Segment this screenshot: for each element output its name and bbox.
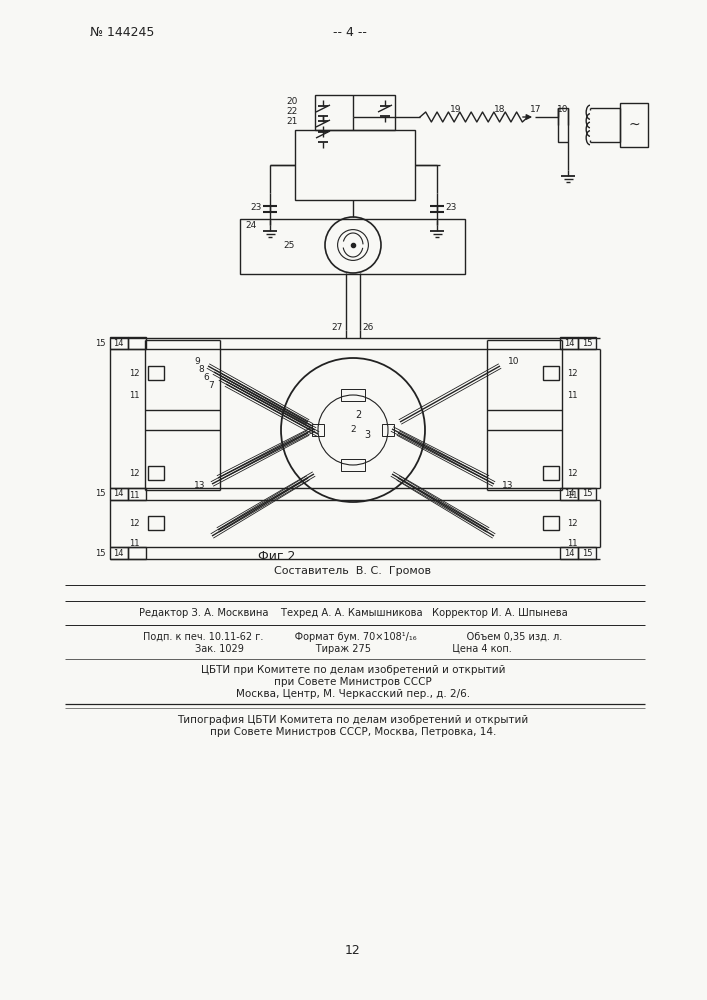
Text: Типография ЦБТИ Комитета по делам изобретений и открытий: Типография ЦБТИ Комитета по делам изобре… — [177, 715, 529, 725]
Text: 11: 11 — [567, 540, 578, 548]
Text: 6: 6 — [203, 373, 209, 382]
Text: № 144245: № 144245 — [90, 25, 154, 38]
Text: 23: 23 — [445, 204, 457, 213]
Text: 2: 2 — [355, 410, 361, 420]
Text: 12: 12 — [567, 468, 578, 478]
Bar — [240, 219, 465, 274]
Text: 11: 11 — [129, 391, 140, 400]
Text: 10: 10 — [508, 358, 520, 366]
Text: ~: ~ — [629, 118, 640, 132]
Bar — [128, 547, 146, 559]
Text: 15: 15 — [95, 489, 105, 498]
Text: 15: 15 — [95, 548, 105, 558]
Bar — [560, 488, 578, 500]
Text: 26: 26 — [362, 324, 374, 332]
Bar — [148, 466, 164, 480]
Text: 10: 10 — [557, 104, 568, 113]
Text: 14: 14 — [112, 338, 123, 348]
Text: 12: 12 — [129, 468, 140, 478]
Text: 12: 12 — [567, 368, 578, 377]
Text: 11: 11 — [129, 540, 140, 548]
Text: 15: 15 — [582, 338, 592, 348]
Text: 14: 14 — [563, 489, 574, 498]
Text: Составитель  В. С.  Громов: Составитель В. С. Громов — [274, 566, 431, 576]
Text: 11: 11 — [567, 491, 578, 500]
Text: Фиг 2: Фиг 2 — [258, 550, 296, 562]
Bar — [110, 547, 128, 559]
Bar — [341, 459, 365, 471]
Text: 12: 12 — [567, 518, 578, 528]
Text: 15: 15 — [582, 548, 592, 558]
Text: 17: 17 — [530, 104, 542, 113]
Bar — [543, 516, 559, 530]
Text: 18: 18 — [494, 104, 506, 113]
Text: 22: 22 — [287, 107, 298, 116]
Text: Подп. к печ. 10.11-62 г.          Формат бум. 70×108¹/₁₆                Объем 0,: Подп. к печ. 10.11-62 г. Формат бум. 70×… — [144, 632, 563, 642]
Text: -- 4 --: -- 4 -- — [333, 25, 367, 38]
Bar — [315, 95, 395, 130]
Text: при Совете Министров СССР, Москва, Петровка, 14.: при Совете Министров СССР, Москва, Петро… — [210, 727, 496, 737]
Bar — [341, 389, 365, 401]
Text: 14: 14 — [112, 548, 123, 558]
Bar — [560, 337, 578, 349]
Text: 20: 20 — [286, 98, 298, 106]
Text: 19: 19 — [450, 104, 462, 113]
Bar — [110, 337, 128, 349]
Text: 14: 14 — [112, 489, 123, 498]
Text: 27: 27 — [332, 324, 343, 332]
Text: Москва, Центр, М. Черкасский пер., д. 2/6.: Москва, Центр, М. Черкасский пер., д. 2/… — [236, 689, 470, 699]
Text: 13: 13 — [502, 482, 513, 490]
Bar — [148, 516, 164, 530]
Bar — [558, 108, 568, 142]
Text: 15: 15 — [95, 338, 105, 348]
Text: 24: 24 — [246, 221, 257, 230]
Text: 25: 25 — [284, 240, 295, 249]
Bar — [148, 366, 164, 380]
Bar — [578, 337, 596, 349]
Text: 15: 15 — [582, 489, 592, 498]
Bar — [382, 424, 394, 436]
Text: 21: 21 — [286, 117, 298, 126]
Text: 14: 14 — [563, 548, 574, 558]
Text: при Совете Министров СССР: при Совете Министров СССР — [274, 677, 432, 687]
Text: 11: 11 — [129, 491, 140, 500]
Text: 12: 12 — [345, 944, 361, 956]
Text: 14: 14 — [563, 338, 574, 348]
Text: 8: 8 — [198, 365, 204, 374]
Text: 12: 12 — [129, 368, 140, 377]
Bar — [543, 466, 559, 480]
Text: 9: 9 — [194, 358, 200, 366]
Text: 2: 2 — [350, 426, 356, 434]
Bar — [620, 103, 648, 147]
Bar — [560, 547, 578, 559]
Text: ЦБТИ при Комитете по делам изобретений и открытий: ЦБТИ при Комитете по делам изобретений и… — [201, 665, 506, 675]
Text: 12: 12 — [129, 518, 140, 528]
Bar — [543, 366, 559, 380]
Text: Редактор З. А. Москвина    Техред А. А. Камышникова   Корректор И. А. Шпынева: Редактор З. А. Москвина Техред А. А. Кам… — [139, 608, 568, 618]
Text: 13: 13 — [194, 482, 205, 490]
Text: 11: 11 — [567, 391, 578, 400]
Text: Зак. 1029                       Тираж 275                          Цена 4 коп.: Зак. 1029 Тираж 275 Цена 4 коп. — [194, 644, 511, 654]
Bar — [128, 488, 146, 500]
Text: 7: 7 — [209, 380, 214, 389]
Bar — [295, 130, 415, 200]
Text: 3: 3 — [364, 430, 370, 440]
Bar — [110, 488, 128, 500]
Bar — [578, 547, 596, 559]
Bar — [578, 488, 596, 500]
Text: 23: 23 — [250, 204, 262, 213]
Bar — [128, 337, 146, 349]
Bar — [312, 424, 324, 436]
